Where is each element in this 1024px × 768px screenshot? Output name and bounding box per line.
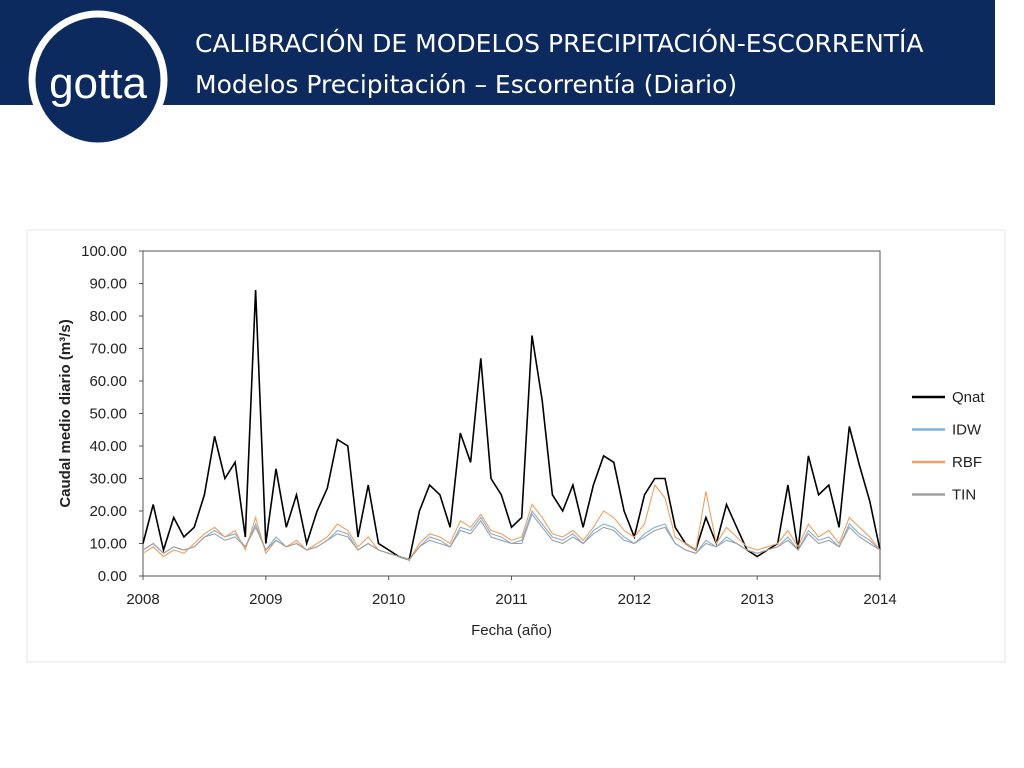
x-tick-label: 2009 [249,591,282,608]
x-tick-label: 2013 [740,591,773,608]
y-tick-label: 30.00 [89,471,127,488]
y-tick-label: 50.00 [89,406,127,423]
x-tick-label: 2008 [126,591,159,608]
y-axis-label: Caudal medio diario (m³/s) [57,319,74,507]
series-line [142,483,881,561]
x-tick-label: 2014 [863,591,896,608]
y-tick-label: 80.00 [89,308,127,325]
series-line [142,289,881,561]
y-tick-label: 0.00 [98,568,127,585]
series-line [142,513,881,561]
subtitle: Modelos Precipitación – Escorrentía (Dia… [195,70,737,99]
y-tick-label: 10.00 [89,536,127,553]
title: CALIBRACIÓN DE MODELOS PRECIPITACIÓN-ESC… [195,28,924,58]
x-tick-label: 2011 [495,591,527,608]
x-tick-label: 2010 [372,591,405,608]
legend-label: IDW [952,422,982,439]
chart: 0.00 10.00 20.00 30.00 40.00 50.00 60.00 70.00 8… [57,243,985,639]
y-tick-label: 60.00 [89,373,127,390]
legend-label: RBF [952,454,982,471]
y-tick-label: 90.00 [89,276,127,293]
legend-label: TIN [952,487,976,504]
legend-label: Qnat [952,389,985,406]
y-tick-label: 40.00 [89,438,127,455]
x-tick-label: 2012 [618,591,651,608]
x-axis-label: Fecha (año) [471,622,552,639]
y-tick-label: 20.00 [89,503,127,520]
logo-text: gotta [49,59,147,108]
logo [28,10,168,150]
chart-panel [26,229,1006,663]
y-tick-label: 100.00 [81,243,127,260]
y-tick-label: 70.00 [89,341,127,358]
